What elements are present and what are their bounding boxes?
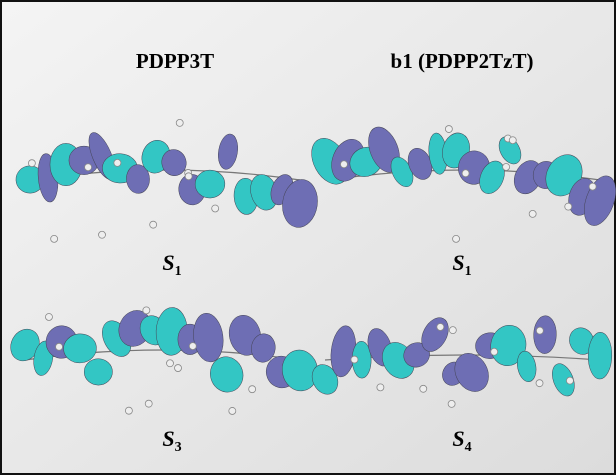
hydrogen-atom [536,380,543,387]
hydrogen-atom [150,221,157,228]
orbital-lobe [84,358,113,385]
hydrogen-atom [529,210,536,217]
hydrogen-atom [420,385,427,392]
hydrogen-atom [503,163,510,170]
hydrogen-atom [566,377,573,384]
hydrogen-atom [56,343,63,350]
hydrogen-atom [143,307,150,314]
state-letter: S [452,250,464,275]
hydrogen-atom [589,183,596,190]
hydrogen-atom [51,235,58,242]
hydrogen-atom [185,173,192,180]
hydrogen-atom [509,137,516,144]
panel-title: b1 (PDPP2TzT) [391,49,534,73]
panel-title: PDPP3T [136,49,214,73]
hydrogen-atom [351,356,358,363]
hydrogen-atom [99,231,106,238]
hydrogen-atom [229,407,236,414]
hydrogen-atom [377,384,384,391]
state-sub: 4 [465,440,472,455]
state-letter: S [452,426,464,451]
hydrogen-atom [340,161,347,168]
hydrogen-atom [45,313,52,320]
state-sub: 1 [175,264,182,279]
hydrogen-atom [28,160,35,167]
state-letter: S [162,426,174,451]
figure: PDPP3T b1 (PDPP2TzT) S1 S1 S3 S4 [0,0,616,475]
hydrogen-atom [212,205,219,212]
state-sub: 1 [465,264,472,279]
hydrogen-atom [448,400,455,407]
hydrogen-atom [445,126,452,133]
hydrogen-atom [462,170,469,177]
state-sub: 3 [175,440,182,455]
hydrogen-atom [85,164,92,171]
state-letter: S [162,250,174,275]
hydrogen-atom [491,348,498,355]
hydrogen-atom [189,343,196,350]
hydrogen-atom [437,323,444,330]
hydrogen-atom [453,235,460,242]
hydrogen-atom [536,327,543,334]
hydrogen-atom [176,119,183,126]
hydrogen-atom [114,159,121,166]
hydrogen-atom [167,360,174,367]
hydrogen-atom [145,400,152,407]
hydrogen-atom [175,365,182,372]
hydrogen-atom [449,327,456,334]
hydrogen-atom [249,386,256,393]
hydrogen-atom [565,203,572,210]
hydrogen-atom [125,407,132,414]
